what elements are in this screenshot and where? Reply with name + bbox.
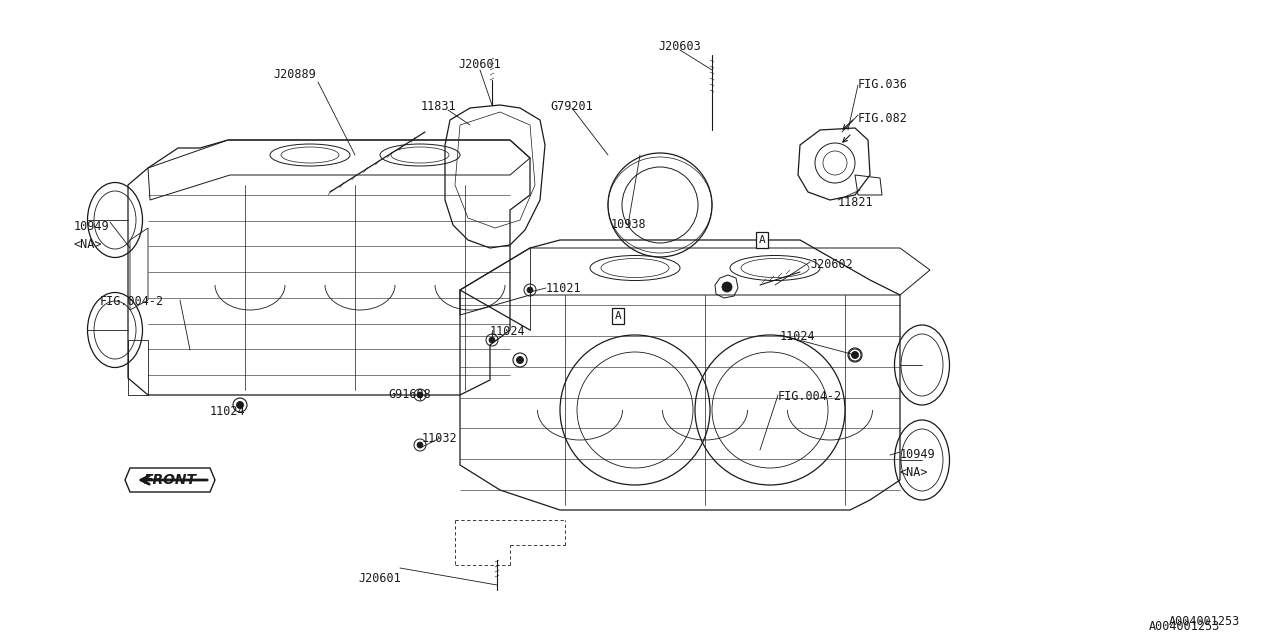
- Circle shape: [489, 337, 495, 343]
- Text: 10949: 10949: [74, 220, 110, 233]
- Text: J20603: J20603: [659, 40, 701, 53]
- Text: 11021: 11021: [547, 282, 581, 295]
- Text: 10938: 10938: [611, 218, 646, 231]
- Text: A004001253: A004001253: [1169, 615, 1240, 628]
- Text: FIG.004-2: FIG.004-2: [100, 295, 164, 308]
- Circle shape: [527, 287, 532, 293]
- Text: G79201: G79201: [550, 100, 594, 113]
- Text: A: A: [759, 235, 765, 245]
- Circle shape: [722, 282, 732, 292]
- Text: J20601: J20601: [358, 572, 402, 585]
- Text: <NA>: <NA>: [900, 466, 928, 479]
- Text: 11831: 11831: [420, 100, 456, 113]
- Text: 11821: 11821: [838, 196, 874, 209]
- Circle shape: [851, 351, 859, 358]
- Circle shape: [237, 401, 243, 408]
- Circle shape: [417, 442, 422, 448]
- Text: J20889: J20889: [274, 68, 316, 81]
- Text: 11032: 11032: [422, 432, 458, 445]
- Text: FIG.082: FIG.082: [858, 112, 908, 125]
- Text: G91608: G91608: [388, 388, 431, 401]
- Text: 11024: 11024: [780, 330, 815, 343]
- Text: A: A: [614, 311, 621, 321]
- Circle shape: [517, 356, 524, 364]
- Text: FRONT: FRONT: [143, 473, 197, 487]
- Text: J20602: J20602: [810, 258, 852, 271]
- Text: FIG.004-2: FIG.004-2: [778, 390, 842, 403]
- Text: J20601: J20601: [458, 58, 502, 71]
- Text: A004001253: A004001253: [1148, 620, 1220, 633]
- Circle shape: [417, 392, 422, 398]
- Text: 10949: 10949: [900, 448, 936, 461]
- Circle shape: [852, 352, 858, 358]
- Text: <NA>: <NA>: [74, 238, 102, 251]
- Text: 11024: 11024: [490, 325, 526, 338]
- Text: 11024: 11024: [210, 405, 246, 418]
- Text: FIG.036: FIG.036: [858, 78, 908, 91]
